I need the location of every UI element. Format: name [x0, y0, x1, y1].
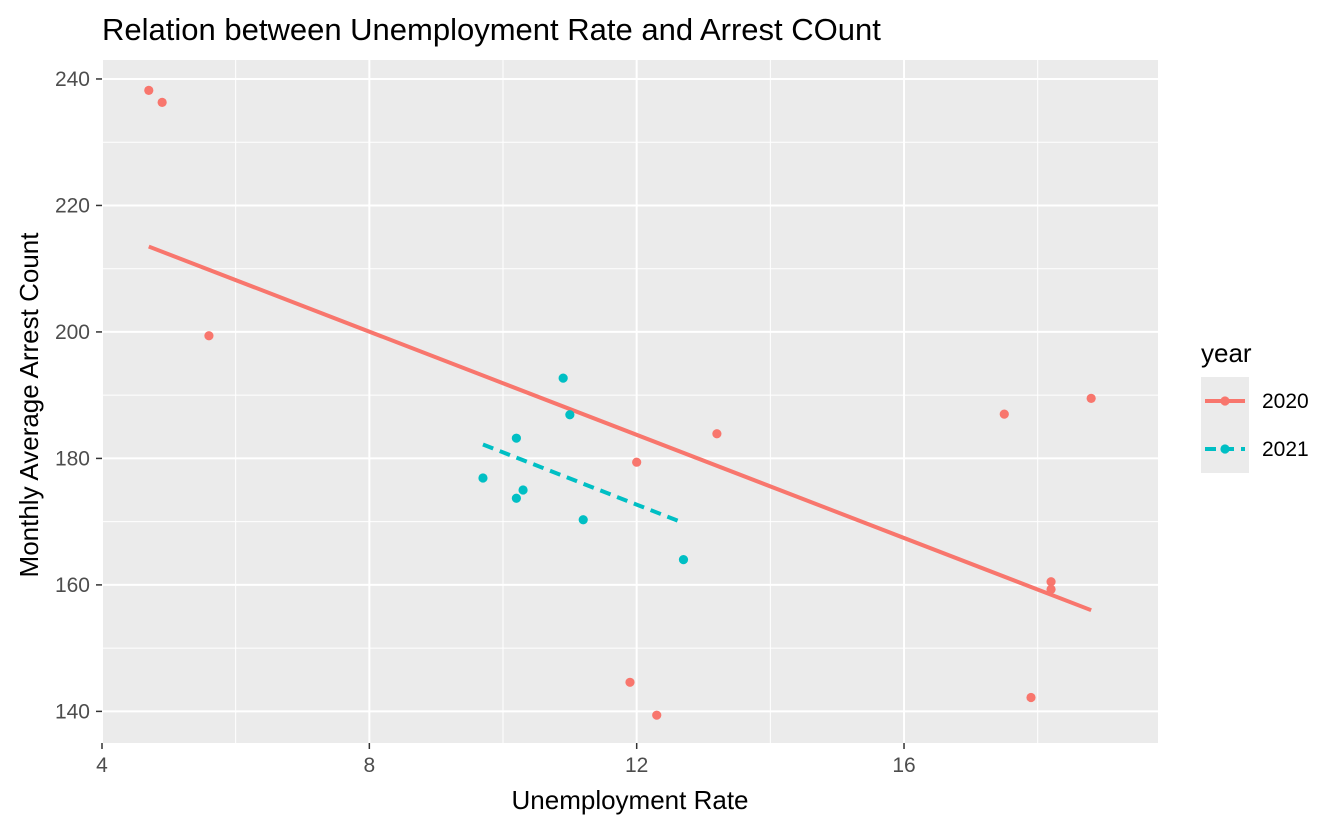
x-tick-label: 16 — [892, 754, 915, 777]
x-tick-label: 8 — [363, 754, 375, 777]
point-2020 — [1046, 577, 1056, 587]
point-2020 — [1026, 692, 1036, 703]
point-2020 — [652, 710, 662, 720]
legend-title: year — [1201, 338, 1252, 368]
y-axis-title: Monthly Average Arrest Count — [14, 232, 44, 578]
point-2021 — [511, 433, 521, 443]
point-2021 — [518, 485, 528, 495]
legend-item-2020: 2020 — [1201, 377, 1309, 425]
legend: year 2020 2021 — [1201, 338, 1309, 473]
point-2020 — [157, 97, 167, 107]
y-tick-label: 180 — [55, 447, 90, 470]
y-tick-label: 140 — [55, 700, 90, 723]
legend-key-point — [1220, 396, 1230, 406]
plot-area: 4 8 12 16 140 160 180 200 220 240 — [55, 60, 1158, 777]
legend-item-2021: 2021 — [1201, 425, 1309, 473]
legend-label: 2021 — [1262, 438, 1309, 461]
chart-title: Relation between Unemployment Rate and A… — [102, 12, 881, 47]
y-tick-label: 200 — [55, 321, 90, 344]
point-2021 — [578, 515, 588, 525]
x-tick-label: 4 — [96, 754, 108, 777]
point-2020 — [144, 85, 154, 95]
point-2020 — [712, 429, 722, 439]
point-2021 — [565, 410, 575, 420]
point-2020 — [632, 457, 642, 467]
plot-background — [102, 60, 1158, 743]
y-tick-label: 240 — [55, 68, 90, 91]
point-2020 — [625, 677, 635, 687]
point-2020 — [204, 331, 214, 341]
fit-line-2020 — [148, 244, 1092, 613]
x-tick-label: 12 — [625, 754, 648, 777]
x-axis-title: Unemployment Rate — [512, 785, 749, 815]
point-2020 — [1046, 584, 1056, 594]
point-2021 — [511, 493, 521, 503]
legend-label: 2020 — [1262, 390, 1309, 413]
point-2020 — [999, 409, 1009, 419]
y-tick-label: 160 — [55, 574, 90, 597]
point-2020 — [1086, 393, 1096, 403]
y-tick-label: 220 — [55, 194, 90, 217]
point-2021 — [558, 373, 568, 383]
point-2021 — [478, 473, 488, 483]
legend-key-point — [1220, 444, 1230, 454]
point-2021 — [678, 555, 689, 565]
